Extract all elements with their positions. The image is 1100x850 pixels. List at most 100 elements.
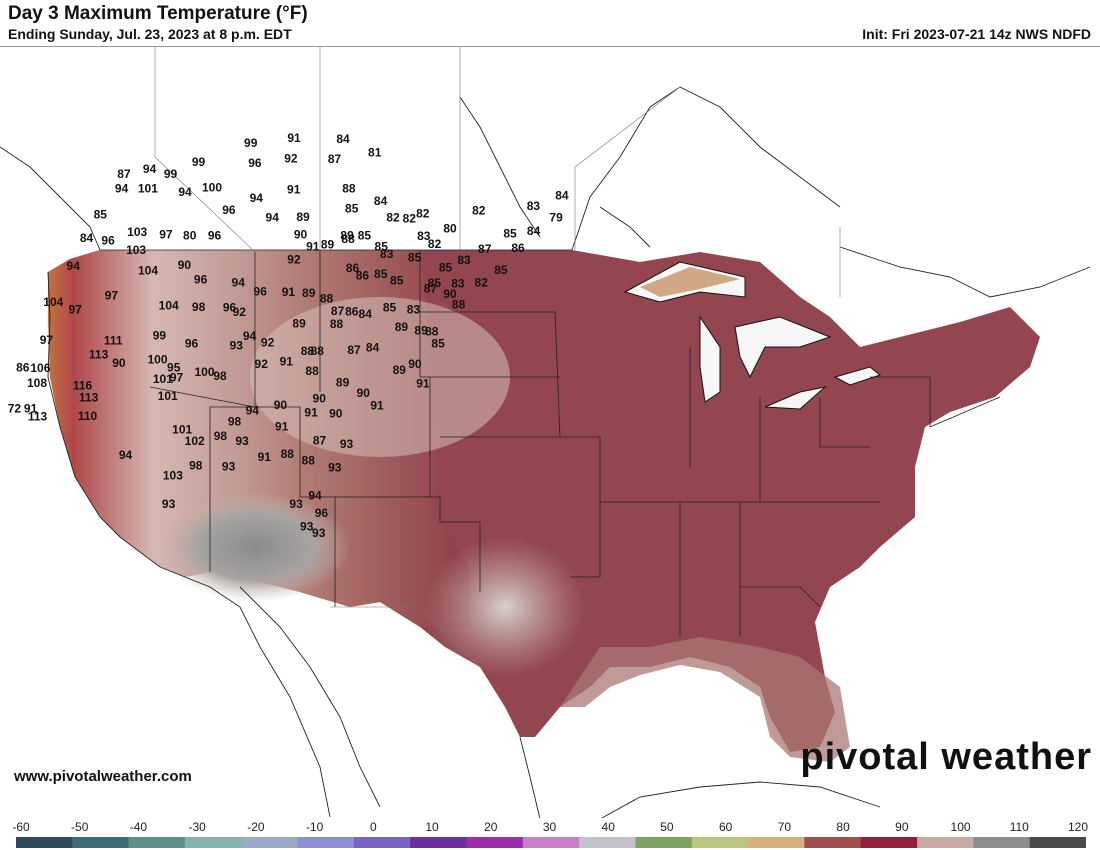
temperature-label: 104 bbox=[43, 295, 63, 309]
colorbar-segment bbox=[917, 837, 974, 848]
temperature-label: 83 bbox=[380, 247, 394, 261]
temperature-label: 94 bbox=[246, 403, 260, 417]
temperature-label: 83 bbox=[417, 229, 431, 243]
temperature-label: 96 bbox=[248, 156, 262, 170]
temperature-label: 91 bbox=[282, 285, 296, 299]
temperature-label: 91 bbox=[258, 450, 272, 464]
colorbar-tick-label: 30 bbox=[542, 820, 557, 834]
brand-logo: pivotal weather bbox=[800, 736, 1092, 778]
temperature-label: 113 bbox=[79, 391, 99, 405]
temperature-label: 96 bbox=[185, 337, 199, 351]
plains-field bbox=[250, 297, 510, 457]
temperature-label: 116 bbox=[73, 378, 93, 392]
temperature-label: 99 bbox=[244, 136, 258, 150]
temperature-label: 91 bbox=[306, 240, 320, 254]
temperature-label: 99 bbox=[153, 328, 167, 342]
temperature-label: 88 bbox=[302, 453, 316, 467]
colorbar-tick-label: -60 bbox=[12, 820, 30, 834]
temperature-label: 96 bbox=[208, 229, 222, 243]
temperature-label: 88 bbox=[311, 344, 325, 358]
colorbar-segment bbox=[410, 837, 467, 848]
temperature-label: 79 bbox=[549, 211, 563, 225]
temperature-label: 94 bbox=[308, 489, 322, 503]
colorbar-tick-label: 120 bbox=[1067, 820, 1089, 834]
colorbar-tick-label: -50 bbox=[71, 820, 89, 834]
lake-superior-heat bbox=[640, 267, 740, 297]
colorbar-tick-label: 100 bbox=[950, 820, 971, 834]
temperature-label: 92 bbox=[261, 335, 275, 349]
temperature-label: 85 bbox=[503, 226, 517, 240]
temperature-label: 103 bbox=[127, 225, 147, 239]
temperature-label: 87 bbox=[328, 152, 342, 166]
temperature-label: 89 bbox=[336, 376, 350, 390]
colorbar-segment bbox=[466, 837, 524, 848]
temperature-label: 84 bbox=[80, 231, 94, 245]
temperature-label: 90 bbox=[443, 287, 457, 301]
temperature-label: 101 bbox=[172, 422, 192, 436]
colorbar: -60 -50 -40 -30 -20 -10 0 10 20 30 40 50 60 70 80 90 100… bbox=[0, 818, 1100, 850]
colorbar-segment bbox=[128, 837, 186, 848]
temperature-label: 88 bbox=[301, 344, 315, 358]
temperature-label: 93 bbox=[230, 338, 244, 352]
temperature-label: 94 bbox=[119, 448, 133, 462]
temperature-label: 99 bbox=[192, 155, 206, 169]
temperature-label: 96 bbox=[194, 273, 208, 287]
temperature-label: 113 bbox=[28, 410, 48, 424]
temperature-label: 90 bbox=[357, 386, 371, 400]
website-label[interactable]: www.pivotalweather.com bbox=[14, 768, 192, 785]
temperature-label: 93 bbox=[328, 460, 342, 474]
temperature-label: 85 bbox=[408, 250, 422, 264]
temperature-label: 91 bbox=[280, 355, 294, 369]
colorbar-tick-label: -40 bbox=[129, 820, 148, 834]
colorbar-tick-label: 80 bbox=[836, 820, 850, 834]
temperature-label: 83 bbox=[457, 253, 471, 267]
temperature-label: 88 bbox=[281, 447, 295, 461]
colorbar-tick-label: -10 bbox=[305, 820, 324, 834]
colorbar-segment bbox=[16, 837, 73, 848]
temperature-label: 108 bbox=[27, 376, 47, 390]
temperature-label: 80 bbox=[443, 221, 457, 235]
temperature-label: 86 bbox=[356, 268, 370, 282]
colorbar-segment bbox=[748, 837, 805, 848]
temperature-label: 85 bbox=[345, 201, 359, 215]
temperature-label: 85 bbox=[428, 276, 442, 290]
colorbar-segment bbox=[579, 837, 636, 848]
temperature-label: 98 bbox=[214, 429, 228, 443]
temperature-label: 90 bbox=[329, 407, 343, 421]
temperature-label: 96 bbox=[254, 284, 268, 298]
temperature-label: 88 bbox=[320, 291, 334, 305]
temperature-label: 93 bbox=[235, 434, 249, 448]
temperature-label: 91 bbox=[275, 420, 289, 434]
temperature-label: 93 bbox=[222, 459, 236, 473]
temperature-label: 85 bbox=[494, 263, 508, 277]
temperature-label: 90 bbox=[178, 258, 192, 272]
temperature-label: 84 bbox=[555, 189, 569, 203]
temperature-label: 89 bbox=[321, 238, 335, 252]
temperature-label: 72 bbox=[8, 402, 22, 416]
colorbar-ramp bbox=[16, 837, 1086, 848]
state-borders bbox=[100, 249, 1001, 637]
colorbar-tick-label: -20 bbox=[247, 820, 265, 834]
temperature-label: 91 bbox=[287, 131, 301, 145]
temperature-label: 94 bbox=[115, 182, 129, 196]
temperature-label: 85 bbox=[358, 228, 372, 242]
temperature-label: 93 bbox=[312, 526, 326, 540]
temperature-label: 96 bbox=[101, 233, 115, 247]
temperature-label: 94 bbox=[178, 185, 192, 199]
temperature-label: 94 bbox=[67, 259, 81, 273]
temperature-label: 87 bbox=[424, 281, 438, 295]
temperature-map[interactable]: 87 94 94 101 99 99 99 91 84 85 84 94 96 103 103 97 94 100… bbox=[0, 46, 1100, 819]
temperature-label: 83 bbox=[451, 277, 465, 291]
colorbar-tick-label: 110 bbox=[1009, 820, 1029, 834]
temperature-label: 87 bbox=[313, 434, 327, 448]
temperature-label: 94 bbox=[243, 329, 257, 343]
temperature-label: 85 bbox=[431, 337, 445, 351]
temperature-label: 92 bbox=[255, 357, 269, 371]
temperature-label: 101 bbox=[158, 389, 178, 403]
temperature-label: 89 bbox=[414, 324, 428, 338]
temperature-label: 84 bbox=[527, 224, 541, 238]
temperature-label: 86 bbox=[511, 241, 525, 255]
temperature-label: 91 bbox=[24, 401, 38, 415]
great-lakes bbox=[623, 261, 882, 410]
